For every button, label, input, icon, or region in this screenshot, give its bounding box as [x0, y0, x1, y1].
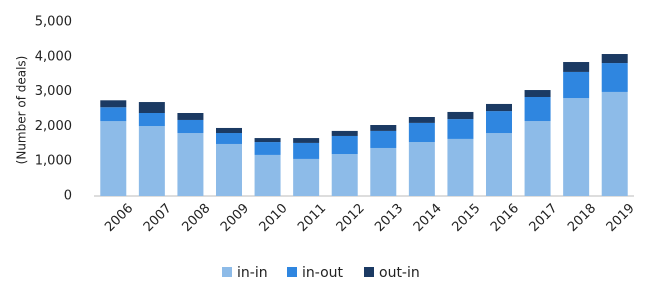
bar-segment — [216, 133, 242, 144]
x-tick-label: 2007 — [141, 201, 175, 235]
x-tick-label: 2018 — [565, 201, 599, 235]
y-tick-label: 5,000 — [35, 15, 72, 30]
bar-segment — [601, 63, 628, 92]
x-tick-label: 2010 — [257, 201, 291, 235]
x-tick-label: 2013 — [372, 201, 406, 235]
bar-segment — [254, 142, 281, 155]
bar-segment — [447, 138, 474, 196]
bar-segment — [486, 133, 512, 196]
bar-segment — [486, 103, 512, 112]
legend-swatch — [222, 267, 232, 277]
bar-segment — [524, 96, 551, 122]
bar-segment — [331, 154, 358, 196]
legend-swatch — [364, 267, 374, 277]
legend-label: in-out — [302, 265, 344, 281]
bar-segment — [177, 119, 204, 134]
y-tick-label: 4,000 — [35, 49, 72, 64]
bar-segment — [216, 127, 242, 134]
bar-segment — [100, 100, 127, 108]
bar-segment — [408, 142, 435, 196]
bar-segment — [601, 54, 628, 64]
y-tick-label: 1,000 — [35, 154, 72, 169]
bar-segment — [216, 143, 242, 196]
bar-segment — [563, 62, 590, 72]
bar-segment — [601, 91, 628, 196]
bar-segment — [177, 133, 204, 196]
bar-segment — [408, 122, 435, 143]
y-axis-title: (Number of deals) — [15, 56, 29, 165]
x-tick-label: 2016 — [488, 201, 522, 235]
y-tick-label: 0 — [64, 189, 72, 204]
x-tick-label: 2006 — [102, 201, 136, 235]
bar-segment — [486, 111, 512, 134]
x-tick-label: 2011 — [295, 201, 329, 235]
bar-segment — [138, 126, 165, 196]
bar-segment — [293, 138, 320, 143]
bar-segment — [563, 71, 590, 99]
bar-segment — [100, 121, 127, 196]
legend-swatch — [287, 267, 297, 277]
x-tick-label: 2012 — [334, 201, 368, 235]
x-tick-label: 2009 — [218, 201, 252, 235]
bar-segment — [331, 135, 358, 155]
bar-segment — [370, 130, 397, 148]
bar-segment — [370, 147, 397, 196]
bar-segment — [524, 121, 551, 196]
bar-segment — [524, 90, 551, 97]
bar-segment — [254, 154, 281, 196]
legend-label: out-in — [379, 265, 420, 281]
bar-segment — [447, 119, 474, 139]
bar-segment — [138, 102, 165, 114]
bar-segment — [177, 113, 204, 120]
bar-segment — [331, 130, 358, 136]
bar-segment — [254, 138, 281, 143]
legend-label: in-in — [237, 265, 268, 281]
x-tick-label: 2015 — [449, 201, 483, 235]
bar-segment — [408, 117, 435, 123]
y-tick-label: 3,000 — [35, 84, 72, 99]
bar-segment — [563, 98, 590, 196]
bar-segment — [447, 111, 474, 120]
bar-segment — [138, 113, 165, 127]
y-tick-label: 2,000 — [35, 119, 72, 134]
x-tick-label: 2008 — [179, 201, 213, 235]
x-tick-label: 2017 — [527, 201, 561, 235]
bar-segment — [293, 142, 320, 159]
bar-segment — [370, 125, 397, 131]
x-tick-label: 2014 — [411, 201, 445, 235]
x-tick-label: 2019 — [604, 201, 638, 235]
bar-segment — [100, 107, 127, 122]
bar-segment — [293, 158, 320, 196]
